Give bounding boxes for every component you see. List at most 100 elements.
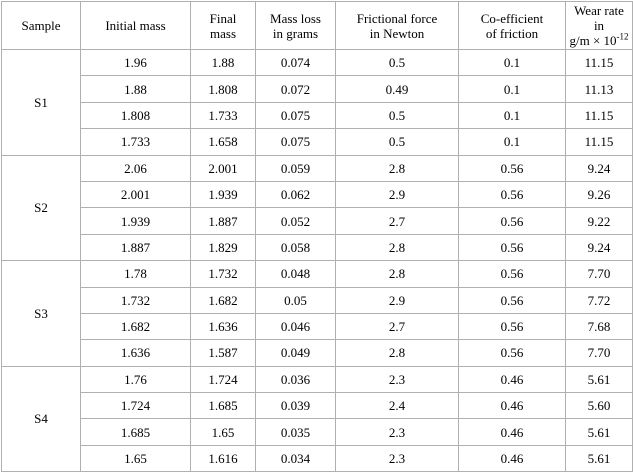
table-cell: 0.56 xyxy=(458,180,566,209)
table-cell: 2.001 xyxy=(190,154,256,182)
table-cell: 2.9 xyxy=(335,286,459,314)
table-cell: 1.65 xyxy=(190,418,256,446)
table-cell: 1.96 xyxy=(80,48,191,77)
sample-cell: S4 xyxy=(1,365,81,472)
header-cell: Sample xyxy=(1,1,81,50)
table-cell: 1.733 xyxy=(190,101,256,130)
table-cell: 1.78 xyxy=(80,260,191,288)
header-text: Frictional force xyxy=(356,10,438,26)
table-cell: 7.70 xyxy=(565,260,633,288)
table-cell: 0.039 xyxy=(255,392,336,420)
table-cell: 5.60 xyxy=(565,392,633,420)
table-cell: 0.56 xyxy=(458,207,566,235)
header-text: Sample xyxy=(21,18,61,33)
table-cell: 11.15 xyxy=(565,128,633,156)
table-row: 1.887 1.829 0.058 2.8 0.56 9.24 xyxy=(2,233,633,262)
header-cell: Wear rate in g/m × 10-12 xyxy=(565,1,633,50)
header-text: Final xyxy=(209,10,237,26)
table-cell: 1.939 xyxy=(190,180,256,209)
header-text: Co-efficient xyxy=(480,10,544,26)
table-cell: 0.049 xyxy=(255,339,336,367)
table-cell: 2.8 xyxy=(335,260,459,288)
table-cell: 1.939 xyxy=(80,207,191,235)
table-cell: 9.22 xyxy=(565,207,633,235)
table-cell: 1.685 xyxy=(190,392,256,420)
table-cell: 0.5 xyxy=(335,128,459,156)
table-cell: 9.26 xyxy=(565,180,633,209)
table-cell: 1.887 xyxy=(80,233,191,262)
table-cell: 7.68 xyxy=(565,312,633,341)
table-cell: 1.587 xyxy=(190,339,256,367)
table-cell: 0.034 xyxy=(255,444,336,472)
table-cell: 0.56 xyxy=(458,233,566,262)
table-cell: 2.8 xyxy=(335,154,459,182)
table-row: 1.724 1.685 0.039 2.4 0.46 5.60 xyxy=(2,392,633,420)
table-cell: 1.616 xyxy=(190,444,256,472)
table-cell: 2.3 xyxy=(335,365,459,394)
table-cell: 5.61 xyxy=(565,418,633,446)
table-row: 1.682 1.636 0.046 2.7 0.56 7.68 xyxy=(2,312,633,341)
table-cell: 0.072 xyxy=(255,75,336,103)
header-cell: Initial mass xyxy=(80,1,191,50)
table-cell: 5.61 xyxy=(565,365,633,394)
table-cell: 1.732 xyxy=(190,260,256,288)
table-cell: 0.5 xyxy=(335,48,459,77)
table-cell: 11.13 xyxy=(565,75,633,103)
table-row: 1.732 1.682 0.05 2.9 0.56 7.72 xyxy=(2,286,633,314)
table-cell: 1.88 xyxy=(190,48,256,77)
table-cell: 1.682 xyxy=(80,312,191,341)
table-cell: 0.1 xyxy=(458,101,566,130)
table-cell: 1.88 xyxy=(80,75,191,103)
header-text: Mass loss xyxy=(270,10,321,26)
table-cell: 9.24 xyxy=(565,233,633,262)
table-cell: 1.685 xyxy=(80,418,191,446)
table-cell: 0.075 xyxy=(255,101,336,130)
table-cell: 9.24 xyxy=(565,154,633,182)
table-cell: 7.72 xyxy=(565,286,633,314)
table-cell: 2.3 xyxy=(335,418,459,446)
table-cell: 0.46 xyxy=(458,418,566,446)
table-row: 1.88 1.808 0.072 0.49 0.1 11.13 xyxy=(2,75,633,103)
table-cell: 1.887 xyxy=(190,207,256,235)
header-text: mass xyxy=(210,25,236,41)
table-cell: 0.56 xyxy=(458,312,566,341)
table-cell: 1.65 xyxy=(80,444,191,472)
table-cell: 0.1 xyxy=(458,48,566,77)
table-row: 1.733 1.658 0.075 0.5 0.1 11.15 xyxy=(2,128,633,156)
table-row: 2.001 1.939 0.062 2.9 0.56 9.26 xyxy=(2,180,633,209)
table-cell: 0.074 xyxy=(255,48,336,77)
header-text: g/m × 10 xyxy=(569,33,617,48)
table-cell: 1.658 xyxy=(190,128,256,156)
table-cell: 2.9 xyxy=(335,180,459,209)
table-row: 1.685 1.65 0.035 2.3 0.46 5.61 xyxy=(2,418,633,446)
table-cell: 0.05 xyxy=(255,286,336,314)
table-cell: 0.046 xyxy=(255,312,336,341)
table-cell: 1.636 xyxy=(190,312,256,341)
table-cell: 2.8 xyxy=(335,339,459,367)
table-cell: 0.048 xyxy=(255,260,336,288)
table-cell: 0.46 xyxy=(458,365,566,394)
table-cell: 0.5 xyxy=(335,101,459,130)
table-cell: 0.035 xyxy=(255,418,336,446)
table-cell: 0.46 xyxy=(458,392,566,420)
table-cell: 0.059 xyxy=(255,154,336,182)
table-body: S1 1.96 1.88 0.074 0.5 0.1 11.15 1.88 1.808 0.072… xyxy=(1,48,633,472)
table-cell: 0.56 xyxy=(458,286,566,314)
table-cell: 1.636 xyxy=(80,339,191,367)
sample-cell: S2 xyxy=(1,154,81,262)
table-cell: 2.7 xyxy=(335,312,459,341)
header-cell: Mass loss in grams xyxy=(255,1,336,50)
table-cell: 1.76 xyxy=(80,365,191,394)
table-row: S3 1.78 1.732 0.048 2.8 0.56 7.70 xyxy=(1,260,633,367)
table-cell: 0.075 xyxy=(255,128,336,156)
table-row: S1 1.96 1.88 0.074 0.5 0.1 11.15 xyxy=(1,48,633,156)
table-cell: 2.06 xyxy=(80,154,191,182)
table-cell: 1.682 xyxy=(190,286,256,314)
table-cell: 1.724 xyxy=(190,365,256,394)
table-cell: 2.4 xyxy=(335,392,459,420)
table-cell: 0.052 xyxy=(255,207,336,235)
header-cell: Frictional force in Newton xyxy=(335,1,459,50)
table-cell: 1.808 xyxy=(190,75,256,103)
sample-cell: S1 xyxy=(1,49,81,156)
